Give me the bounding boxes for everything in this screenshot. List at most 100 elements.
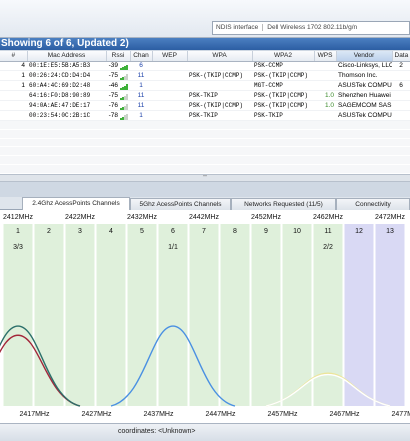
cell-chan-text: 1 (139, 112, 143, 120)
cell-rssi: -46 (106, 80, 130, 92)
cell-chan: 1 (130, 110, 152, 122)
column-header-wep[interactable]: WEP (152, 51, 188, 62)
signal-curve-channel-6 (110, 325, 236, 407)
cell-wep (152, 61, 187, 72)
channel-column-12 (344, 224, 374, 406)
cell-wps (314, 110, 336, 122)
column-header-data[interactable]: Data (392, 51, 410, 62)
cell-wpa2-text: PSK-(TKIP|CCMP) (254, 72, 309, 80)
column-header-wps[interactable]: WPS (314, 51, 337, 62)
column-header-chan[interactable]: Chan (130, 51, 153, 62)
cell-wpa2-text: PSK-TKIP (254, 112, 283, 120)
channel-count-6: 1/1 (168, 244, 178, 251)
cell-wpa: PSK-(TKIP|CCMP) (187, 100, 252, 112)
column-header-mac[interactable]: Mac Address (27, 51, 107, 62)
cell-vendor-text: ASUSTek COMPUT (338, 112, 392, 120)
table-row[interactable]: 94:0A:AE:47:DE:17 -76 11 PSK-(TKIP|CCMP) PSK… (0, 100, 410, 112)
cell-mac-text: 00:1E:E5:5B:A5:B3 (29, 62, 91, 70)
column-header-rssi[interactable]: Rssi (106, 51, 131, 62)
tab-2-4ghz-channels[interactable]: 2.4Ghz AcessPoints Channels (22, 197, 130, 210)
cell-num: 4 (0, 61, 27, 72)
cell-rssi-text: -46 (108, 82, 118, 90)
cell-wpa2-text: PSK-(TKIP|CCMP) (254, 102, 309, 110)
cell-mac: 64:16:F0:D8:90:89 (27, 90, 106, 102)
bottom-frequency-label: 2457MHz (268, 411, 298, 418)
signal-strength-icon (119, 63, 128, 70)
top-frequency-label: 2432MHz (127, 214, 157, 221)
tab-bar: 2.4Ghz AcessPoints Channels 5Ghz AcessPo… (0, 197, 410, 210)
channel-count-11: 2/2 (323, 244, 333, 251)
cell-mac-text: 60:A4:4C:69:D2:48 (29, 82, 91, 90)
cell-wps-text: 1.0 (324, 102, 334, 110)
cell-wpa2-text: PSK-CCMP (254, 62, 283, 70)
cell-num-text: 1 (21, 82, 25, 90)
channel-label-5: 5 (140, 228, 144, 235)
cell-wps (314, 61, 336, 72)
signal-strength-icon (119, 73, 128, 80)
cell-data: 6 (392, 80, 410, 92)
cell-wep (152, 110, 187, 122)
column-header-wpa2[interactable]: WPA2 (252, 51, 315, 62)
cell-wps (314, 70, 336, 82)
cell-chan: 11 (130, 90, 152, 102)
cell-wpa: PSK-TKIP (187, 90, 252, 102)
signal-strength-icon (119, 93, 128, 100)
signal-strength-icon (119, 83, 128, 90)
top-frequency-label: 2422MHz (65, 214, 95, 221)
channel-column-3 (65, 224, 95, 406)
cell-data-text: 2 (399, 62, 403, 70)
signal-curve-channel-1 (0, 334, 81, 407)
tab-networks-requested[interactable]: Networks Requested (11/5) (231, 198, 336, 210)
channel-count-1: 3/3 (13, 244, 23, 251)
cell-chan: 6 (130, 61, 152, 72)
cell-num (0, 90, 27, 102)
cell-wpa2: PSK-(TKIP|CCMP) (252, 90, 314, 102)
channel-label-8: 8 (233, 228, 237, 235)
top-frequency-label: 2442MHz (189, 214, 219, 221)
top-frequency-label: 2452MHz (251, 214, 281, 221)
empty-row (0, 120, 410, 130)
status-banner: Showing 6 of 6, Updated 2) (0, 38, 410, 50)
cell-vendor: Shenzhen Huawei C (336, 90, 392, 102)
cell-vendor-text: Shenzhen Huawei C (338, 92, 392, 100)
top-frequency-label: 2472MHz (375, 214, 405, 221)
cell-num-text: 4 (21, 62, 25, 70)
cell-wpa: PSK-(TKIP|CCMP) (187, 70, 252, 82)
channel-label-6: 6 (171, 228, 175, 235)
channel-label-4: 4 (109, 228, 113, 235)
cell-vendor: ASUSTek COMPUT (336, 80, 392, 92)
cell-rssi-text: -75 (108, 72, 118, 80)
cell-num: 1 (0, 70, 27, 82)
cell-data (392, 70, 410, 82)
cell-vendor-text: ASUSTek COMPUT (338, 82, 392, 90)
network-interface-selector[interactable]: NDIS interface Dell Wireless 1702 802.11b… (212, 21, 410, 35)
status-bar: coordinates: <Unknown> (0, 423, 410, 441)
table-row[interactable]: 4 00:1E:E5:5B:A5:B3 -39 6 PSK-CCMP Cisco-Link… (0, 61, 410, 72)
channel-label-2: 2 (47, 228, 51, 235)
cell-chan: 11 (130, 70, 152, 82)
cell-wpa (187, 61, 252, 72)
table-row[interactable]: 1 00:26:24:CD:D4:D4 -75 11 PSK-(TKIP|CCMP) PS… (0, 70, 410, 82)
bottom-frequency-label: 2447MHz (206, 411, 236, 418)
column-header-num[interactable]: # (0, 51, 28, 62)
tab-5ghz-channels[interactable]: 5Ghz AcessPoints Channels (130, 198, 231, 210)
signal-strength-icon (119, 103, 128, 110)
cell-rssi-text: -76 (108, 102, 118, 110)
cell-wep (152, 70, 187, 82)
column-header-wpa[interactable]: WPA (187, 51, 253, 62)
table-row[interactable]: 64:16:F0:D8:90:89 -75 11 PSK-TKIP PSK-(TKIP|… (0, 90, 410, 102)
cell-data: 2 (392, 61, 410, 72)
cell-wpa-text: PSK-(TKIP|CCMP) (189, 72, 244, 80)
table-row[interactable]: 1 60:A4:4C:69:D2:48 -46 1 MGT-CCMP ASUSTek CO… (0, 80, 410, 92)
panel-splitter[interactable]: "" (0, 174, 410, 182)
cell-rssi: -75 (106, 70, 130, 82)
cell-data (392, 90, 410, 102)
column-header-vendor[interactable]: Vendor (336, 51, 393, 62)
cell-chan-text: 11 (137, 72, 145, 80)
table-row[interactable]: 00:23:54:0C:2B:1C -78 1 PSK-TKIP PSK-TKIP ASU… (0, 110, 410, 122)
cell-rssi-text: -75 (108, 92, 118, 100)
channel-label-13: 13 (386, 228, 394, 235)
bottom-frequency-label: 2467MHz (330, 411, 360, 418)
tab-connectivity[interactable]: Connectivity (336, 198, 410, 210)
signal-curve-channel-11 (265, 373, 391, 407)
